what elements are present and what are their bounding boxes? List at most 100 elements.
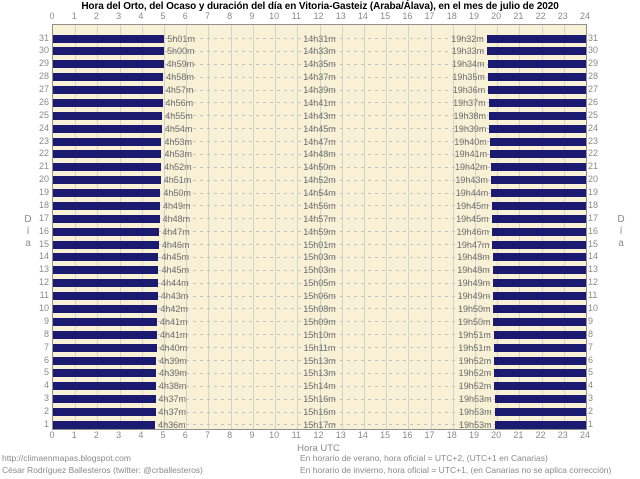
- night-bar-right: [489, 137, 586, 146]
- night-bar-left: [53, 395, 156, 404]
- hour-tick-bottom: 18: [446, 430, 457, 440]
- hour-tick-top: 1: [71, 11, 77, 21]
- day-tick-right: 30: [588, 45, 599, 56]
- sunset-label: 19h53m: [459, 419, 492, 430]
- night-bar-right: [494, 382, 586, 391]
- day-tick-left: 7: [43, 341, 49, 352]
- day-tick-left: 4: [43, 380, 49, 391]
- day-tick-right: 3: [588, 393, 594, 404]
- duration-label: 15h11m: [303, 342, 336, 353]
- night-bar-left: [53, 86, 163, 95]
- night-bar-left: [53, 98, 163, 107]
- hour-tick-bottom: 4: [138, 430, 144, 440]
- sunrise-label: 5h01m: [167, 33, 195, 44]
- hour-gridline: [97, 25, 99, 429]
- hour-gridline: [319, 25, 321, 429]
- day-tick-right: 21: [588, 161, 599, 172]
- row-gridline: [53, 102, 586, 104]
- hour-gridline: [563, 25, 565, 429]
- night-bar-left: [53, 176, 161, 185]
- night-bar-left: [53, 60, 164, 69]
- row-gridline: [53, 205, 586, 207]
- duration-label: 14h45m: [303, 123, 336, 134]
- sunrise-label: 4h41m: [160, 316, 188, 327]
- row-gridline: [53, 179, 586, 181]
- day-tick-left: 9: [43, 315, 49, 326]
- night-bar-right: [487, 73, 586, 82]
- duration-label: 15h09m: [303, 316, 336, 327]
- night-bar-left: [53, 137, 162, 146]
- night-bar-left: [53, 382, 156, 391]
- night-bar-left: [53, 317, 157, 326]
- night-bar-left: [53, 189, 161, 198]
- night-bar-right: [492, 266, 586, 275]
- sunrise-label: 4h41m: [160, 329, 188, 340]
- day-tick-left: 11: [39, 290, 49, 301]
- night-bar-right: [493, 330, 586, 339]
- hour-tick-bottom: 13: [335, 430, 346, 440]
- hour-tick-bottom: 20: [491, 430, 502, 440]
- night-bar-right: [494, 369, 586, 378]
- hour-tick-top: 22: [535, 11, 546, 21]
- hour-tick-top: 20: [491, 11, 502, 21]
- night-bar-left: [53, 266, 159, 275]
- night-bar-right: [494, 356, 586, 365]
- duration-label: 14h33m: [303, 46, 336, 57]
- hour-tick-bottom: 1: [71, 430, 77, 440]
- chart-title: Hora del Orto, del Ocaso y duración del …: [81, 1, 559, 12]
- night-bar-right: [486, 34, 586, 43]
- hour-gridline: [208, 25, 210, 429]
- row-gridline: [53, 372, 586, 374]
- night-bar-left: [53, 253, 159, 262]
- hour-tick-bottom: 0: [49, 430, 55, 440]
- hour-gridline: [386, 25, 388, 429]
- hour-tick-bottom: 8: [227, 430, 233, 440]
- night-bar-right: [491, 189, 586, 198]
- x-axis-title: Hora UTC: [297, 443, 340, 454]
- day-tick-right: 8: [588, 328, 594, 339]
- duration-label: 14h52m: [303, 175, 336, 186]
- hour-tick-bottom: 12: [313, 430, 324, 440]
- day-tick-left: 12: [38, 277, 49, 288]
- sunset-label: 19h49m: [457, 278, 491, 289]
- sunset-label: 19h52m: [458, 355, 492, 366]
- hour-tick-top: 7: [204, 11, 210, 21]
- hour-tick-top: 6: [182, 11, 188, 21]
- sunrise-label: 4h42m: [160, 303, 188, 314]
- day-tick-left: 26: [38, 96, 49, 107]
- hour-gridline: [75, 25, 77, 429]
- sunrise-label: 4h53m: [164, 149, 192, 160]
- night-bar-left: [53, 292, 158, 301]
- hour-tick-top: 10: [269, 11, 280, 21]
- duration-label: 14h54m: [303, 188, 336, 199]
- day-tick-left: 25: [38, 109, 49, 120]
- y-axis-title-right: D í a: [617, 214, 625, 249]
- hour-tick-top: 16: [402, 11, 413, 21]
- sunset-label: 19h51m: [458, 342, 491, 353]
- hour-tick-bottom: 7: [204, 430, 210, 440]
- hour-tick-top: 4: [138, 11, 144, 21]
- row-gridline: [53, 308, 586, 310]
- hour-tick-top: 9: [249, 11, 255, 21]
- day-tick-left: 29: [38, 58, 49, 69]
- sunset-label: 19h47m: [456, 239, 490, 250]
- hour-tick-top: 13: [335, 11, 346, 21]
- duration-label: 15h16m: [303, 394, 336, 405]
- day-tick-left: 31: [38, 32, 49, 43]
- hour-tick-bottom: 14: [357, 430, 368, 440]
- sunrise-label: 4h47m: [162, 226, 190, 237]
- night-bar-right: [487, 60, 586, 69]
- hour-tick-top: 5: [160, 11, 166, 21]
- day-tick-right: 5: [588, 367, 594, 378]
- day-tick-left: 19: [38, 187, 49, 198]
- sunset-label: 19h41m: [454, 149, 488, 160]
- day-tick-left: 20: [38, 174, 49, 185]
- night-bar-left: [53, 214, 160, 223]
- sunrise-label: 4h52m: [164, 162, 192, 173]
- day-tick-left: 22: [38, 148, 49, 159]
- night-bar-right: [493, 317, 586, 326]
- hour-tick-top: 11: [291, 11, 301, 21]
- day-tick-right: 24: [588, 122, 599, 133]
- row-gridline: [53, 256, 586, 258]
